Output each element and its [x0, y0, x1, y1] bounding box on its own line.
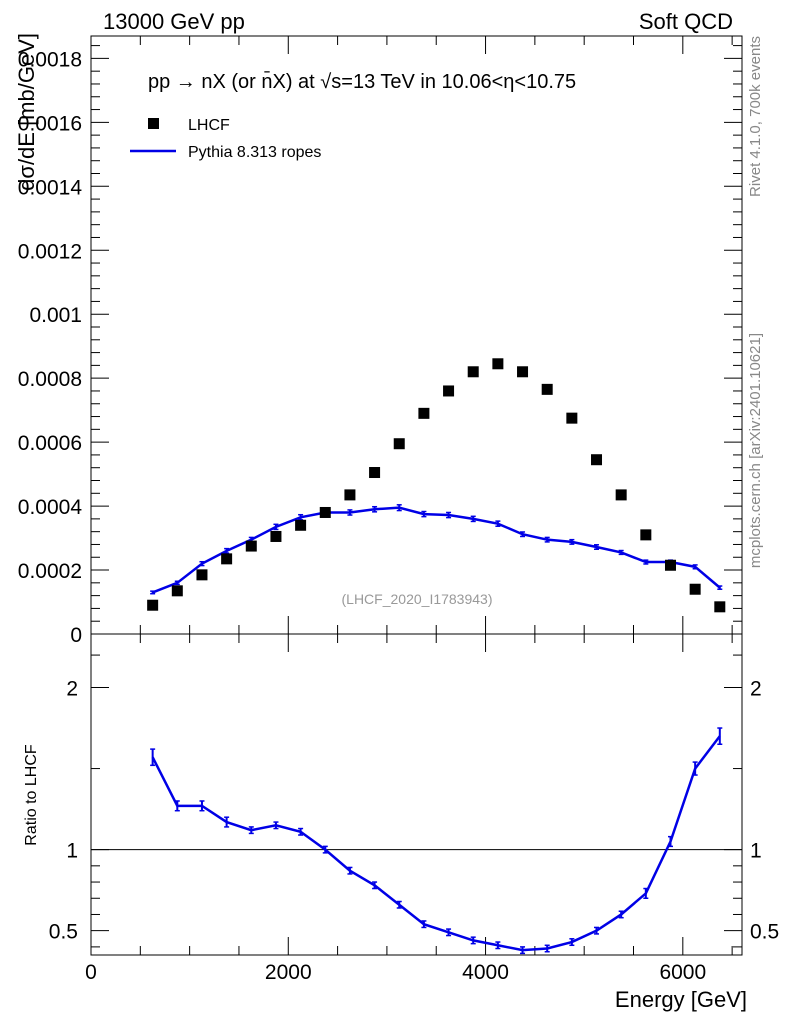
ratio-line [151, 735, 721, 952]
x-tick-label: 0 [85, 961, 97, 984]
main-y-tick-label: 0.0006 [18, 432, 82, 455]
main-panel: 0 0.0002 0.0004 0.0006 0.0008 0.001 0.0012 0.00… [14, 33, 743, 647]
side-label-rivet: Rivet 4.1.0, 700k events [747, 36, 764, 197]
analysis-watermark: (LHCF_2020_I1783943) [342, 591, 493, 607]
ratio-y-tick-label: 2 [66, 678, 78, 701]
lhcf-point [245, 540, 257, 552]
lhcf-point [369, 467, 381, 479]
lhcf-point [517, 366, 529, 378]
side-label-mcplots: mcplots.cern.ch [arXiv:2401.10621] [747, 333, 764, 568]
ratio-y-tick-label-right: 0.5 [750, 921, 779, 944]
lhcf-point [393, 438, 405, 450]
main-y-tick-label: 0.0004 [18, 496, 83, 519]
header-right: Soft QCD [639, 9, 733, 34]
lhcf-point [443, 385, 455, 397]
x-tick-label: 4000 [462, 961, 509, 984]
lhcf-point [147, 599, 159, 611]
lhcf-point [615, 489, 627, 501]
lhcf-point [221, 553, 233, 565]
ratio-y-tick-label: 1 [66, 840, 78, 863]
main-y-tick-label: 0.0014 [18, 176, 83, 199]
main-y-tick-label: 0.0018 [18, 48, 82, 71]
main-y-tick-label: 0.0012 [18, 240, 82, 263]
ratio-x-axis: 0 2000 4000 6000 [85, 634, 733, 984]
legend: LHCF Pythia 8.313 ropes [130, 117, 321, 161]
lhcf-point [295, 519, 307, 531]
ratio-panel: 0.5 0.5 1 1 2 2 0 2000 4000 6000 Ratio to LHCF E… [23, 633, 779, 1012]
main-plot-title: pp → nX (or n̄X) at √s=13 TeV in 10.06<η… [148, 70, 576, 93]
lhcf-series [147, 358, 726, 613]
header-left: 13000 GeV pp [103, 9, 245, 34]
lhcf-point [664, 559, 676, 571]
main-y-tick-label: 0.0016 [18, 112, 82, 135]
ratio-series [150, 727, 723, 955]
legend-label-lhcf: LHCF [188, 117, 230, 134]
lhcf-point [640, 529, 652, 541]
x-axis-label: Energy [GeV] [615, 987, 747, 1012]
ratio-y-tick-label-right: 2 [750, 678, 762, 701]
ratio-y-axis-label: Ratio to LHCF [23, 744, 40, 846]
lhcf-point [418, 407, 430, 419]
main-y-tick-label: 0.0008 [18, 368, 82, 391]
x-tick-label: 2000 [265, 961, 312, 984]
lhcf-point [344, 489, 356, 501]
lhcf-point [270, 530, 282, 542]
lhcf-point [566, 412, 578, 424]
lhcf-point [492, 358, 504, 370]
lhcf-point [196, 569, 208, 581]
main-y-axis-label: dσ/dE [mb/GeV] [14, 33, 39, 191]
ratio-y-tick-label-right: 1 [750, 840, 762, 863]
main-y-tick-label: 0 [70, 624, 82, 647]
x-tick-label: 6000 [659, 961, 706, 984]
lhcf-point [689, 583, 701, 595]
main-y-tick-label: 0.0002 [18, 560, 82, 583]
lhcf-point [541, 383, 553, 395]
lhcf-point [171, 585, 183, 597]
pythia-line [152, 506, 721, 594]
main-y-axis: 0 0.0002 0.0004 0.0006 0.0008 0.001 0.0012 0.00… [18, 45, 742, 647]
lhcf-point [714, 601, 726, 613]
lhcf-point [467, 366, 479, 378]
ratio-y-tick-label: 0.5 [49, 921, 78, 944]
lhcf-point [591, 454, 603, 466]
ratio-y-axis: 0.5 0.5 1 1 2 2 [49, 654, 779, 948]
legend-label-pythia: Pythia 8.313 ropes [188, 144, 321, 161]
ratio-plot-frame [90, 633, 743, 956]
legend-marker-lhcf [148, 118, 159, 129]
main-x-ticks [90, 36, 733, 634]
pythia-series [150, 504, 723, 595]
main-y-tick-label: 0.001 [29, 304, 82, 327]
lhcf-point [319, 506, 331, 518]
